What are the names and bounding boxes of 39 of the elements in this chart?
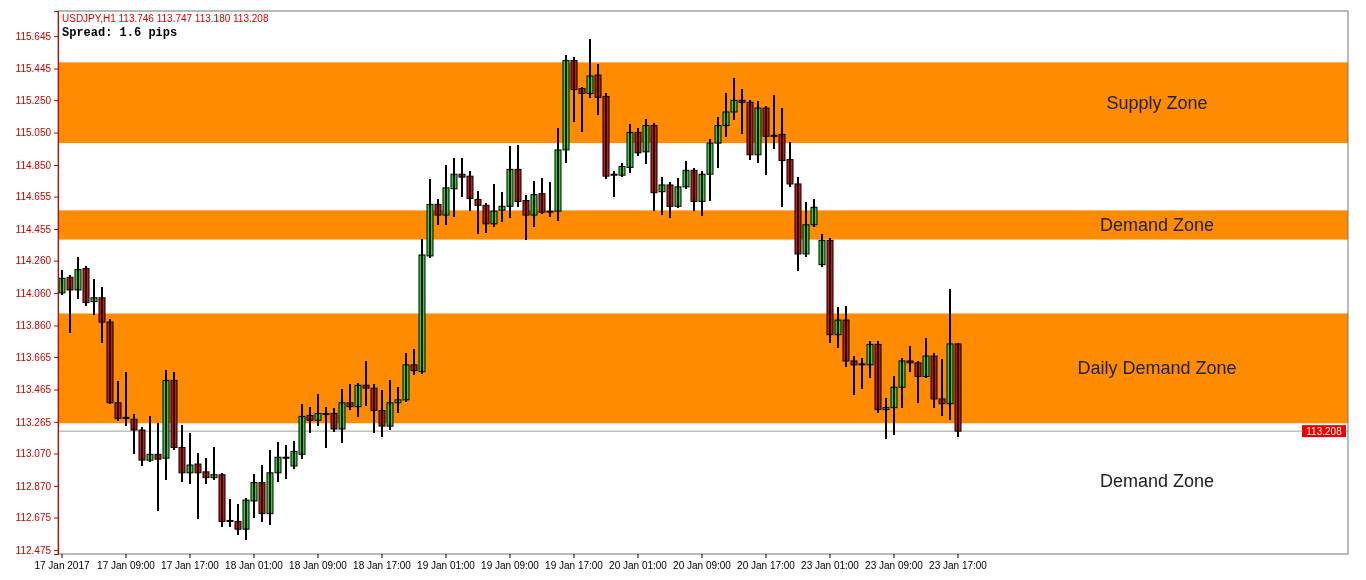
- x-tick-label: 18 Jan 01:00: [225, 560, 284, 571]
- y-tick-label: 114.455: [15, 223, 52, 235]
- y-tick-label: 114.655: [15, 191, 52, 203]
- band-label: Daily Demand Zone: [1077, 358, 1237, 379]
- y-tick-label: 115.645: [15, 30, 52, 42]
- x-tick-label: 17 Jan 17:00: [161, 560, 220, 571]
- y-tick-label: 112.475: [15, 544, 52, 556]
- x-tick-label: 19 Jan 17:00: [545, 560, 604, 571]
- x-tick-label: 19 Jan 09:00: [481, 560, 540, 571]
- x-tick-label: 19 Jan 01:00: [417, 560, 476, 571]
- band-label: Supply Zone: [1106, 92, 1208, 113]
- ref-line-label: 113.208: [1306, 426, 1343, 438]
- y-tick-label: 113.265: [15, 416, 52, 428]
- y-tick-label: 113.665: [15, 351, 52, 363]
- x-tick-label: 23 Jan 17:00: [929, 560, 988, 571]
- y-tick-label: 115.050: [15, 127, 52, 139]
- x-tick-label: 18 Jan 17:00: [353, 560, 412, 571]
- chart-title: USDJPY,H1 113.746 113.747 113.180 113.208: [62, 13, 269, 24]
- y-tick-label: 112.870: [15, 480, 52, 492]
- y-tick-label: 112.675: [15, 512, 52, 524]
- x-tick-label: 23 Jan 01:00: [801, 560, 860, 571]
- y-tick-label: 115.445: [15, 63, 52, 75]
- annotation: Spread: 1.6 pips: [62, 26, 178, 40]
- band-label: Demand Zone: [1099, 470, 1215, 491]
- y-tick-label: 113.070: [15, 448, 52, 460]
- y-tick-label: 114.060: [15, 287, 52, 299]
- x-tick-label: 20 Jan 09:00: [673, 560, 732, 571]
- y-tick-label: 114.260: [15, 255, 52, 267]
- x-tick-label: 18 Jan 09:00: [289, 560, 348, 571]
- x-tick-label: 17 Jan 09:00: [97, 560, 156, 571]
- y-tick-label: 113.860: [15, 320, 52, 332]
- x-tick-label: 17 Jan 2017: [34, 560, 90, 571]
- y-tick-label: 113.465: [15, 384, 52, 396]
- band-label: Demand Zone: [1099, 214, 1215, 235]
- x-tick-label: 20 Jan 01:00: [609, 560, 668, 571]
- y-tick-label: 115.250: [15, 94, 52, 106]
- y-tick-label: 114.850: [15, 159, 52, 171]
- x-tick-label: 20 Jan 17:00: [737, 560, 796, 571]
- x-tick-label: 23 Jan 09:00: [865, 560, 924, 571]
